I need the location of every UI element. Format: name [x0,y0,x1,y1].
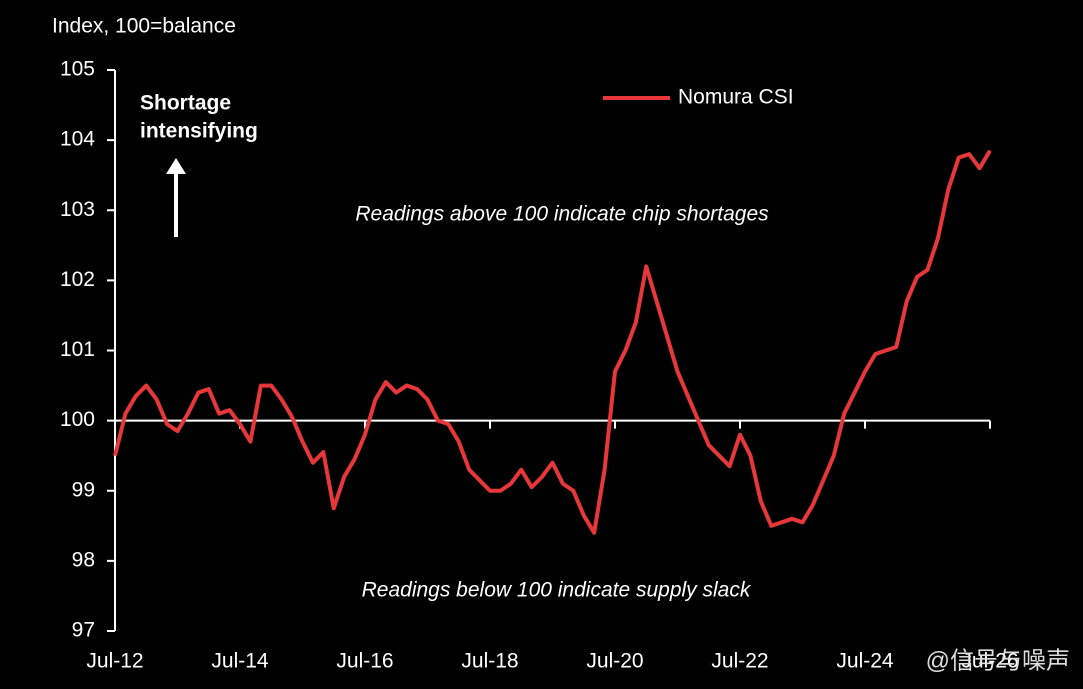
y-tick-label: 102 [60,268,95,291]
y-tick-label: 98 [72,548,95,571]
annotation: Shortage [140,92,231,115]
annotation: Readings above 100 indicate chip shortag… [355,203,769,226]
x-tick-label: Jul-24 [836,650,894,673]
y-tick-label: 105 [60,58,95,81]
annotation: intensifying [140,120,258,143]
y-tick-label: 103 [60,198,95,221]
x-tick-label: Jul-20 [586,650,643,673]
x-tick-label: Jul-14 [211,650,269,673]
legend-label: Nomura CSI [678,86,794,109]
x-tick-label: Jul-12 [86,650,143,673]
annotation: Readings below 100 indicate supply slack [362,579,752,602]
y-tick-label: 99 [72,478,95,501]
x-tick-label: Jul-16 [336,650,393,673]
x-tick-label: Jul-26 [961,650,1018,673]
y-tick-label: 100 [60,408,95,431]
axis-label: Index, 100=balance [52,15,236,38]
arrow-head [166,158,186,174]
watermark: @信号与噪声 [926,647,1070,674]
x-tick-label: Jul-22 [711,650,768,673]
x-tick-label: Jul-18 [461,650,518,673]
series-line [113,149,992,535]
y-tick-label: 104 [60,128,95,151]
y-tick-label: 101 [60,338,95,361]
y-tick-label: 97 [72,619,95,642]
